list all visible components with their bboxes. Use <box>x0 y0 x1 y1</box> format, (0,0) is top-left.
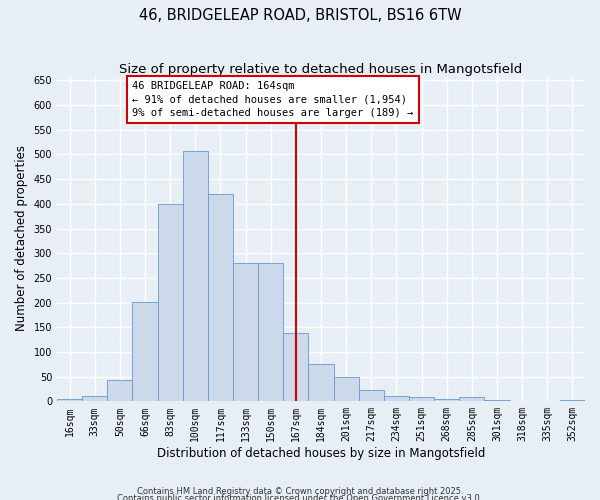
Bar <box>560 400 585 402</box>
Bar <box>233 263 258 402</box>
Bar <box>82 396 107 402</box>
Bar <box>133 302 158 402</box>
Text: Contains public sector information licensed under the Open Government Licence v3: Contains public sector information licen… <box>118 494 482 500</box>
Y-axis label: Number of detached properties: Number of detached properties <box>15 146 28 332</box>
Title: Size of property relative to detached houses in Mangotsfield: Size of property relative to detached ho… <box>119 62 523 76</box>
Text: 46, BRIDGELEAP ROAD, BRISTOL, BS16 6TW: 46, BRIDGELEAP ROAD, BRISTOL, BS16 6TW <box>139 8 461 22</box>
Text: 46 BRIDGELEAP ROAD: 164sqm
← 91% of detached houses are smaller (1,954)
9% of se: 46 BRIDGELEAP ROAD: 164sqm ← 91% of deta… <box>133 82 414 118</box>
Text: Contains HM Land Registry data © Crown copyright and database right 2025.: Contains HM Land Registry data © Crown c… <box>137 487 463 496</box>
X-axis label: Distribution of detached houses by size in Mangotsfield: Distribution of detached houses by size … <box>157 447 485 460</box>
Bar <box>334 376 359 402</box>
Bar <box>57 399 82 402</box>
Bar <box>484 400 509 402</box>
Bar <box>459 398 484 402</box>
Bar <box>183 151 208 402</box>
Bar <box>208 194 233 402</box>
Bar <box>384 396 409 402</box>
Bar <box>258 263 283 402</box>
Bar <box>308 364 334 402</box>
Bar <box>409 398 434 402</box>
Bar <box>158 204 183 402</box>
Bar <box>283 333 308 402</box>
Bar <box>434 399 459 402</box>
Bar <box>359 390 384 402</box>
Bar <box>107 380 133 402</box>
